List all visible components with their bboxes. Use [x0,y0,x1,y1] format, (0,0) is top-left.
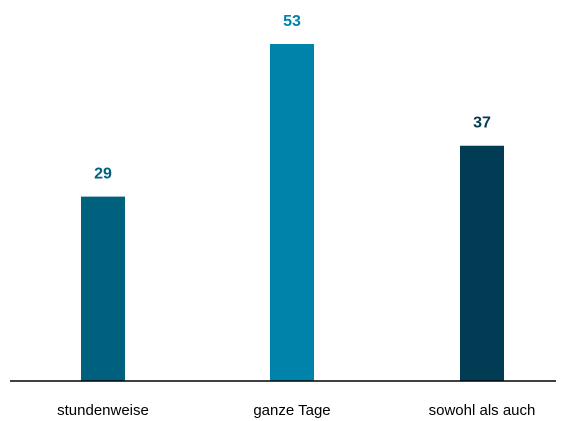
bar-value-label-1: 53 [283,13,301,30]
category-label-2: sowohl als auch [429,402,536,419]
category-label-0: stundenweise [57,402,149,419]
bar-value-label-2: 37 [473,115,491,132]
category-label-1: ganze Tage [253,402,330,419]
bar-2 [460,145,504,381]
bar-1 [270,44,314,381]
value-labels-group: 29 53 37 [94,13,491,183]
category-labels-group: stundenweise ganze Tage sowohl als auch [57,402,535,419]
bars-group [81,44,504,381]
bar-0 [81,196,125,381]
bar-value-label-0: 29 [94,166,112,183]
